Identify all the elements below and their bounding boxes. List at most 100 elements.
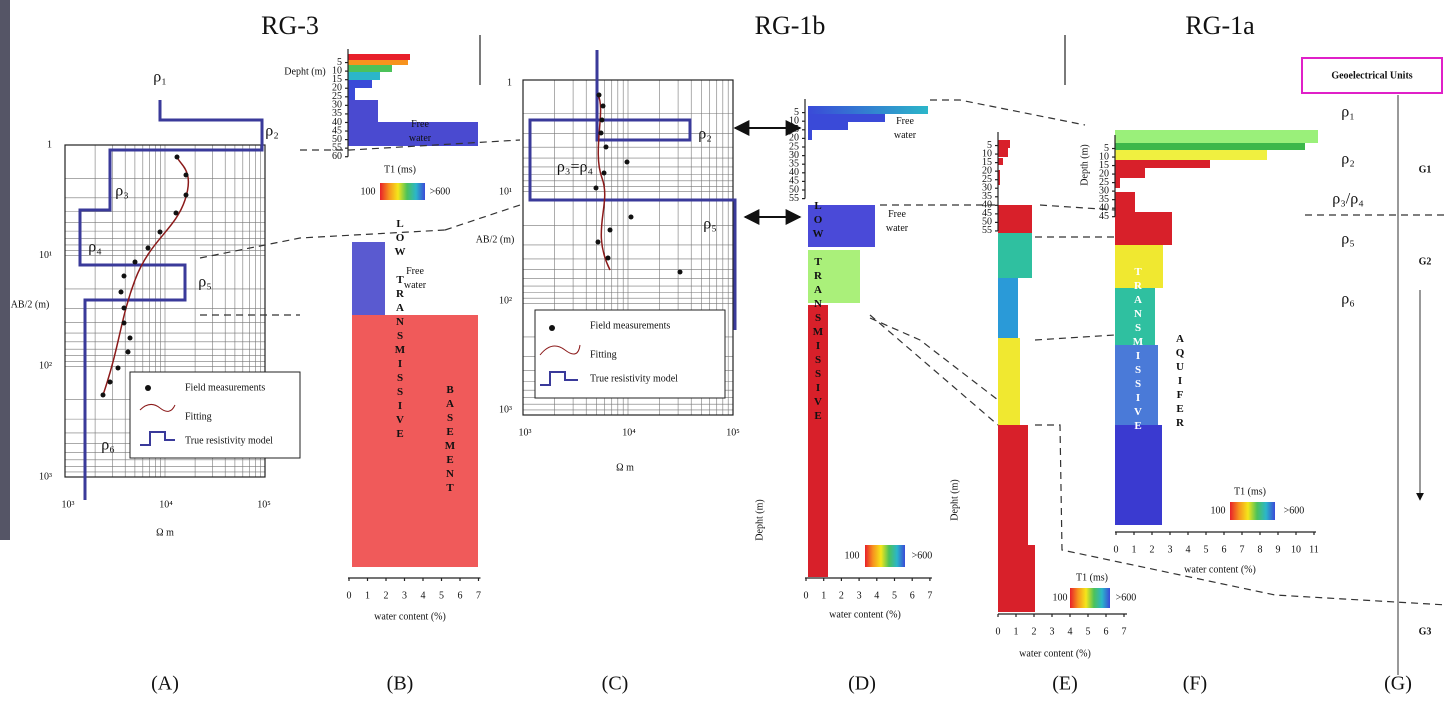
legend-entry: Fitting: [185, 411, 212, 422]
axis-title: AB/2 (m): [11, 299, 50, 310]
panel-label: (A): [151, 673, 179, 695]
x-tick-label: 0: [1114, 544, 1119, 555]
rho-label: ρ₂: [265, 123, 279, 140]
connector: [870, 100, 1447, 605]
legend-title: T1 (ms): [1234, 486, 1266, 497]
x-tick-label: 3: [1168, 544, 1173, 555]
x-tick-label: 6: [458, 590, 463, 601]
rho-label: ρ₆: [1341, 291, 1355, 308]
axis-title: water content (%): [829, 609, 901, 620]
vertical-label: AQUIFER: [1174, 333, 1186, 431]
x-tick-label: 5: [439, 590, 444, 601]
x-tick-label: 6: [1104, 626, 1109, 637]
vertical-label: LOW TRANSMISSIVE: [812, 200, 824, 424]
axis-title: water content (%): [374, 611, 446, 622]
x-tick-label: 0: [804, 590, 809, 601]
legend-title: T1 (ms): [384, 164, 416, 175]
unit-label: G2: [1419, 256, 1432, 267]
legend-entry: True resistivity model: [590, 373, 678, 384]
x-tick-label: 2: [1032, 626, 1037, 637]
x-tick-label: 3: [1050, 626, 1055, 637]
x-tick-label: 7: [476, 590, 481, 601]
rho-label: ρ₃/ρ₄: [1332, 191, 1364, 208]
x-tick-label: 9: [1276, 544, 1281, 555]
annotation: Freewater: [894, 116, 917, 141]
legend-entry: Field measurements: [185, 382, 265, 393]
bars-f: [1115, 130, 1318, 525]
x-tick-label: 2: [839, 590, 844, 601]
x-tick-label: 0: [996, 626, 1001, 637]
legend-label: 100: [361, 186, 376, 197]
x-tick-label: 1: [1132, 544, 1137, 555]
legend-entry: Fitting: [590, 349, 617, 360]
y-tick-label: 10¹: [499, 186, 512, 197]
x-tick-label: 4: [1186, 544, 1191, 555]
x-tick-label: 11: [1309, 544, 1319, 555]
panel-label: (E): [1052, 673, 1078, 695]
y-tick-label: 10³: [499, 404, 512, 415]
panel-label: (B): [387, 673, 414, 695]
rho-label: ρ₁: [1341, 104, 1355, 121]
x-tick-label: 4: [421, 590, 426, 601]
legend-title: T1 (ms): [1076, 572, 1108, 583]
rho-label: ρ₂: [698, 126, 712, 143]
x-tick-label: 3: [857, 590, 862, 601]
x-tick-label: 0: [347, 590, 352, 601]
side-strip: [0, 0, 10, 540]
bars-b: [348, 54, 478, 567]
legend-label: >600: [430, 186, 451, 197]
y-tick-label: 10²: [39, 361, 52, 372]
legend-label: 100: [1053, 592, 1068, 603]
rho-label: ρ₃=ρ₄: [557, 159, 594, 176]
unit-label: G3: [1419, 626, 1432, 637]
x-tick-label: 2: [384, 590, 389, 601]
y-tick-label: 10²: [499, 295, 512, 306]
x-tick-label: 8: [1258, 544, 1263, 555]
rho-label: ρ₅: [198, 274, 212, 291]
y-tick-label: 1: [47, 139, 52, 150]
y-tick-label: 55: [982, 225, 992, 236]
x-tick-label: 5: [892, 590, 897, 601]
x-tick-label: 5: [1204, 544, 1209, 555]
panel-label: (C): [602, 673, 629, 695]
x-tick-label: 10³: [62, 499, 75, 510]
x-tick-label: 10⁴: [159, 499, 173, 510]
model-line: [530, 50, 735, 330]
x-tick-label: 1: [365, 590, 370, 601]
legend-label: 100: [1211, 505, 1226, 516]
axis-title: Ω m: [616, 462, 634, 473]
legend-entry: Field measurements: [590, 320, 670, 331]
x-tick-label: 6: [910, 590, 915, 601]
rho-label: ρ₅: [1341, 231, 1355, 248]
legend-label: >600: [1284, 505, 1305, 516]
x-tick-label: 3: [402, 590, 407, 601]
panel-label: (F): [1183, 673, 1207, 695]
rho-label: ρ₄: [88, 239, 102, 256]
axis-title: water content (%): [1184, 564, 1256, 575]
x-tick-label: 6: [1222, 544, 1227, 555]
axis-title: AB/2 (m): [476, 234, 515, 245]
rho-label: ρ₆: [101, 437, 115, 454]
rho-label: ρ₁: [153, 69, 167, 86]
x-tick-label: 7: [927, 590, 932, 601]
vertical-label: BASEMENT: [444, 384, 456, 496]
y-tick-label: 1: [507, 77, 512, 88]
y-tick-label: 45: [1099, 211, 1109, 222]
x-tick-label: 10⁵: [257, 499, 271, 510]
axis-title: water content (%): [1019, 648, 1091, 659]
x-tick-label: 4: [1068, 626, 1073, 637]
legend-label: >600: [912, 550, 933, 561]
x-tick-label: 1: [821, 590, 826, 601]
bars-e: [998, 140, 1035, 612]
vertical-label: TRANSMISSIVE: [1132, 266, 1144, 434]
legend-entry: True resistivity model: [185, 435, 273, 446]
x-tick-label: 10⁴: [622, 427, 636, 438]
panel-title: RG-3: [261, 11, 319, 40]
header: Geoelectrical Units: [1331, 70, 1412, 81]
x-tick-label: 4: [874, 590, 879, 601]
panel-label: (D): [848, 673, 876, 695]
axis-title: Depht (m): [949, 479, 960, 520]
y-tick-label: 10³: [39, 471, 52, 482]
axis-title: Depth (m): [1079, 144, 1090, 185]
panel-title: RG-1b: [755, 11, 826, 40]
